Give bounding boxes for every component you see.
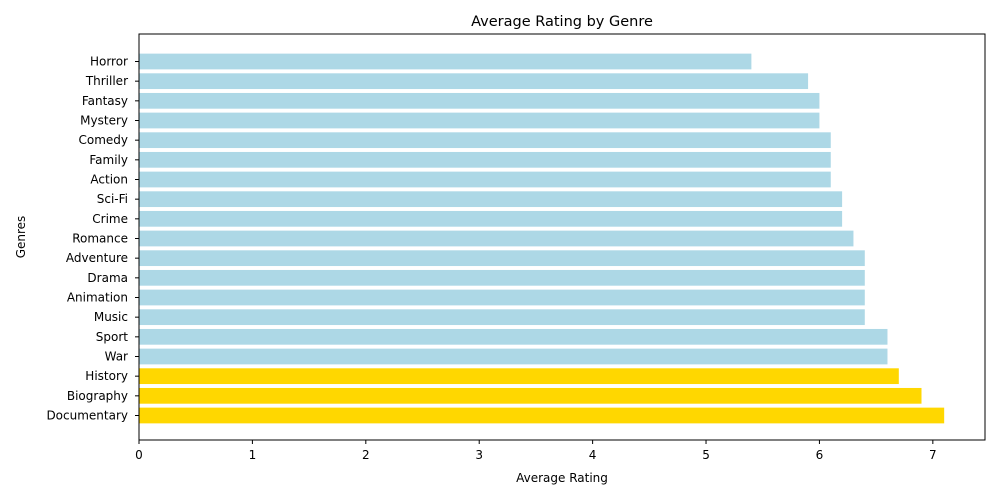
bar-adventure bbox=[139, 250, 865, 267]
y-tick-label-animation: Animation bbox=[67, 291, 128, 305]
y-tick-label-crime: Crime bbox=[92, 212, 128, 226]
bars-group bbox=[139, 53, 945, 424]
bar-documentary bbox=[139, 407, 945, 424]
bar-music bbox=[139, 309, 865, 326]
plot-frame bbox=[138, 33, 986, 441]
bar-animation bbox=[139, 289, 865, 306]
y-tick-label-war: War bbox=[105, 350, 128, 364]
bar-war bbox=[139, 348, 888, 365]
bar-drama bbox=[139, 269, 865, 286]
x-axis-ticks: 0 1 2 3 4 5 6 7 bbox=[135, 440, 937, 462]
y-tick-label-fantasy: Fantasy bbox=[82, 94, 128, 108]
x-tick-label: 6 bbox=[816, 448, 824, 462]
y-tick-label-horror: Horror bbox=[90, 55, 128, 69]
x-tick-label: 3 bbox=[475, 448, 483, 462]
x-tick-label: 7 bbox=[929, 448, 937, 462]
x-tick-label: 2 bbox=[362, 448, 370, 462]
y-tick-label-comedy: Comedy bbox=[78, 133, 128, 147]
x-tick-label: 4 bbox=[589, 448, 597, 462]
bar-horror bbox=[139, 53, 752, 70]
y-tick-label-sport: Sport bbox=[96, 330, 129, 344]
y-tick-label-mystery: Mystery bbox=[80, 114, 128, 128]
x-tick-label: 0 bbox=[135, 448, 143, 462]
y-tick-label-action: Action bbox=[90, 173, 128, 187]
x-tick-label: 5 bbox=[702, 448, 710, 462]
y-axis-ticks: Documentary Biography History War Sport Music… bbox=[46, 55, 139, 423]
x-tick-label: 1 bbox=[249, 448, 257, 462]
bar-sci-fi bbox=[139, 191, 843, 208]
bar-thriller bbox=[139, 73, 809, 90]
bar-family bbox=[139, 151, 831, 168]
bar-mystery bbox=[139, 112, 820, 129]
chart-title: Average Rating by Genre bbox=[471, 14, 653, 30]
bar-action bbox=[139, 171, 831, 188]
y-tick-label-music: Music bbox=[94, 310, 128, 324]
y-axis-title: Genres bbox=[14, 216, 28, 259]
bar-romance bbox=[139, 230, 854, 247]
y-tick-label-history: History bbox=[85, 369, 128, 383]
bar-crime bbox=[139, 210, 843, 227]
bar-comedy bbox=[139, 132, 831, 149]
y-tick-label-thriller: Thriller bbox=[85, 74, 128, 88]
bar-fantasy bbox=[139, 92, 820, 109]
x-axis-title: Average Rating bbox=[516, 471, 608, 485]
bar-history bbox=[139, 368, 899, 385]
y-tick-label-family: Family bbox=[89, 153, 128, 167]
y-tick-label-romance: Romance bbox=[72, 232, 128, 246]
y-tick-label-biography: Biography bbox=[67, 389, 128, 403]
bar-biography bbox=[139, 387, 922, 404]
y-tick-label-adventure: Adventure bbox=[66, 251, 128, 265]
y-tick-label-sci-fi: Sci-Fi bbox=[97, 192, 128, 206]
y-tick-label-drama: Drama bbox=[87, 271, 128, 285]
bar-sport bbox=[139, 328, 888, 345]
y-tick-label-documentary: Documentary bbox=[46, 409, 128, 423]
